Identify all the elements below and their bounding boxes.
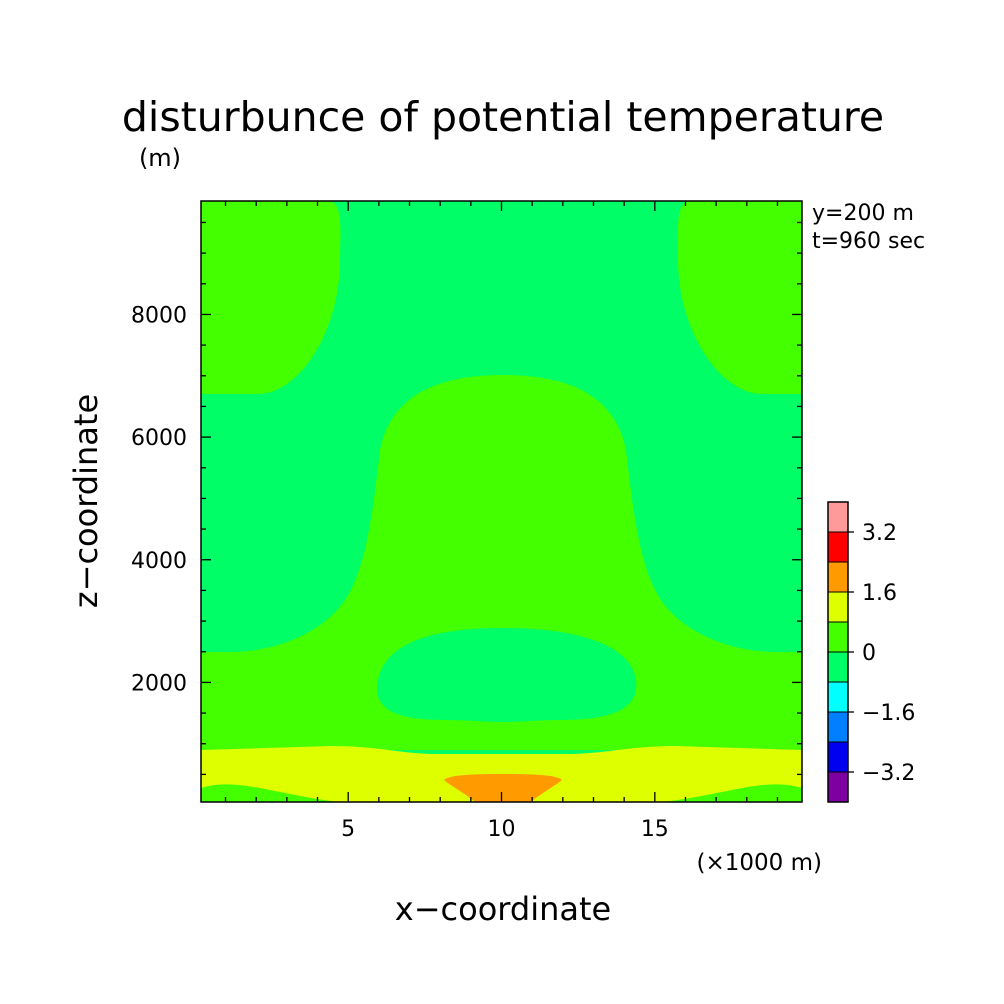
region-bottom-right-strip: [662, 784, 802, 802]
colorbar-swatch: [827, 651, 849, 683]
plot-area: [201, 201, 802, 802]
colorbar-tick-label: 3.2: [862, 521, 897, 546]
x-scale-note: (×1000 m): [697, 850, 822, 876]
frame-layer: 5 10 15 2000 4000 6000 8000: [131, 200, 803, 842]
colorbar-swatch: [827, 501, 849, 533]
y-tick-label: 6000: [131, 426, 187, 451]
region-inner-negative-blob: [377, 628, 637, 722]
region-central-positive-dome: [201, 375, 802, 750]
region-upper-left-positive: [201, 201, 341, 394]
colorbar-swatch: [827, 711, 849, 743]
colorbar-swatch: [827, 741, 849, 773]
annotation-t: t=960 sec: [812, 229, 925, 254]
colorbar-swatch: [827, 591, 849, 623]
colorbar-tick-label: −1.6: [862, 701, 915, 726]
x-tick-label: 5: [341, 817, 355, 842]
y-tick-label: 8000: [131, 303, 187, 328]
region-bottom-left-strip: [201, 784, 340, 802]
region-upper-right-positive: [677, 201, 802, 394]
colorbar-tick-label: 1.6: [862, 581, 897, 606]
y-tick-label: 2000: [131, 671, 187, 696]
x-tick-label: 15: [641, 817, 669, 842]
y-tick-label: 4000: [131, 549, 187, 574]
chart-title: disturbunce of potential temperature: [122, 93, 884, 141]
colorbar-swatch: [827, 771, 849, 803]
colorbar: 3.2 1.6 0 −1.6 −3.2: [827, 501, 915, 803]
colorbar-swatch: [827, 561, 849, 593]
colorbar-tick-label: 0: [862, 641, 876, 666]
annotation-y: y=200 m: [812, 201, 914, 226]
units-label: (m): [139, 144, 181, 172]
colorbar-swatch: [827, 531, 849, 563]
x-axis-label: x−coordinate: [395, 890, 611, 928]
colorbar-tick-label: −3.2: [862, 761, 915, 786]
region-surface-warm-layer: [201, 746, 802, 802]
colorbar-swatch: [827, 681, 849, 713]
colorbar-swatch: [827, 621, 849, 653]
x-tick-label: 10: [488, 817, 516, 842]
y-axis-label: z−coordinate: [67, 394, 105, 608]
region-surface-hot-core: [444, 774, 562, 802]
